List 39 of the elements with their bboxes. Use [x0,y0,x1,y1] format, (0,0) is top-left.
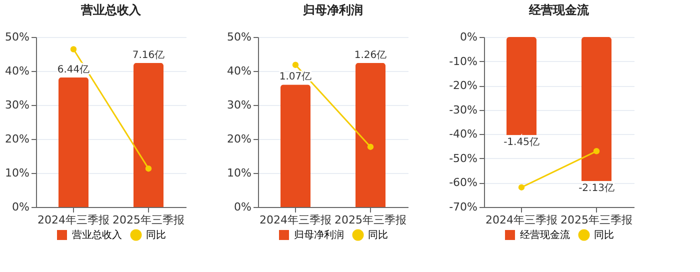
x-tick-label: 2024年三季报 [486,214,558,226]
y-tick-label: 20% [227,132,252,146]
y-tick-label: -40% [449,128,478,141]
data-label: 1.26亿 [354,50,387,61]
data-label: -2.13亿 [578,183,614,194]
chart-title: 归母净利润 [302,3,363,17]
chart-title: 经营现金流 [528,3,590,17]
x-tick-label: 2024年三季报 [260,214,332,226]
x-tick-label: 2025年三季报 [560,214,632,226]
y-tick-label: -50% [449,152,478,165]
x-tick-label: 2024年三季报 [38,214,110,226]
y-tick-label: 30% [227,98,252,112]
y-tick-label: 50% [5,30,30,44]
data-label: -1.45亿 [504,137,540,148]
x-tick-label: 2025年三季报 [334,214,406,226]
x-tick-label: 2025年三季报 [112,214,184,226]
text: 归母净利润 [294,229,344,241]
y-tick-label: 40% [227,64,252,78]
y-tick-label: 20% [5,132,30,146]
legend-label: 同比 [368,229,388,241]
y-tick-label: -20% [449,79,478,92]
y-tick-label: 10% [227,166,252,180]
y-tick-label: 30% [5,98,30,112]
y-tick-label: 40% [5,64,30,78]
y-tick-label: 0% [12,200,30,214]
legend-label: 经营现金流 [520,229,570,241]
y-tick-label: -10% [449,54,478,68]
y-tick-label: 50% [227,30,252,44]
legend-label: 同比 [594,229,614,241]
y-tick-label: -60% [449,176,478,190]
y-tick-label: 0% [234,200,252,214]
y-tick-label: 10% [5,166,30,180]
chart-title: 营业总收入 [80,3,142,17]
legend-label: 同比 [146,229,166,241]
y-tick-label: -70% [449,200,478,214]
legend-label: 营业总收入 [72,229,122,241]
data-label: 7.16亿 [132,50,165,61]
y-tick-label: -30% [449,103,478,116]
y-tick-label: 0% [460,30,478,44]
